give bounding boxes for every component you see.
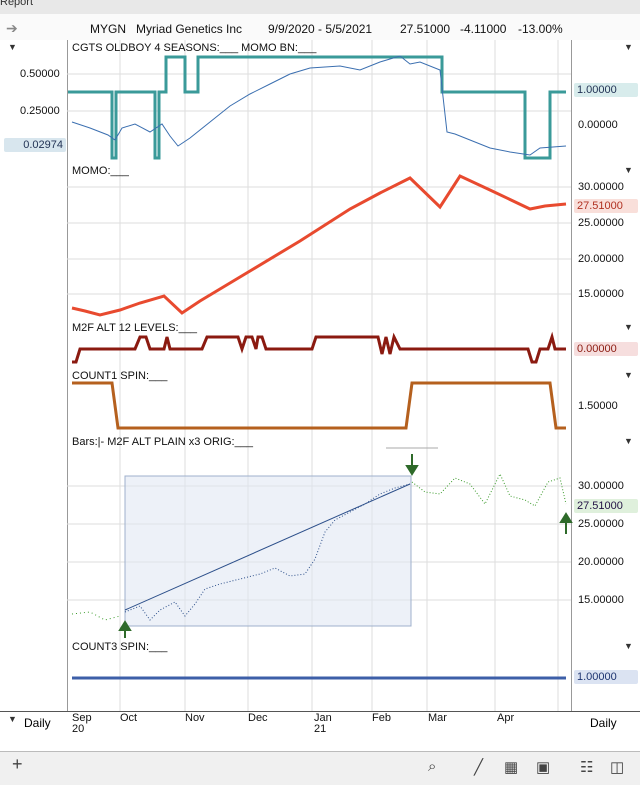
- book-icon[interactable]: ☷: [580, 759, 594, 776]
- panel-momo[interactable]: ▼ MOMO:___ 30.00000 27.51000 25.00000 20…: [0, 163, 640, 321]
- time-axis: ▼ Daily Daily Sep Oct Nov Dec Jan Feb Ma…: [0, 711, 640, 752]
- collapse-icon[interactable]: ▼: [624, 641, 633, 651]
- month-label: Mar: [428, 712, 447, 724]
- scale-tick: 0.25000: [20, 105, 60, 117]
- percent-change: -13.00%: [518, 22, 563, 36]
- add-button[interactable]: +: [12, 754, 23, 774]
- panel-label: Bars:|- M2F ALT PLAIN x3 ORIG:___: [72, 436, 253, 448]
- month-label: Feb: [372, 712, 391, 724]
- scale-tick: 20.00000: [578, 556, 624, 568]
- last-price: 27.51000: [400, 22, 451, 36]
- left-scale: [0, 320, 68, 368]
- panel-icon[interactable]: ▣: [536, 759, 551, 776]
- panel-count3[interactable]: ▼ COUNT3 SPIN:___ 1.00000: [0, 639, 640, 712]
- right-scale: [571, 40, 640, 163]
- collapse-icon[interactable]: ▼: [624, 42, 633, 52]
- price-bars-plot: [67, 434, 573, 639]
- month-label: Jan: [314, 712, 332, 724]
- search-icon[interactable]: ⌕: [428, 758, 437, 775]
- left-scale: [0, 163, 68, 320]
- scale-tick: 30.00000: [578, 181, 624, 193]
- collapse-icon[interactable]: ▼: [8, 714, 17, 724]
- month-label: Oct: [120, 712, 138, 724]
- panel-label: CGTS OLDBOY 4 SEASONS:___ MOMO BN:___: [72, 42, 317, 54]
- panel-oldboy[interactable]: ▼ ▼ CGTS OLDBOY 4 SEASONS:___ MOMO BN:__…: [0, 40, 640, 164]
- line-chart-icon[interactable]: ╱: [474, 759, 484, 776]
- left-interval[interactable]: Daily: [24, 716, 51, 730]
- right-interval[interactable]: Daily: [590, 716, 617, 730]
- layout-icon[interactable]: ◫: [610, 759, 625, 776]
- right-scale: [571, 368, 640, 434]
- scale-tick: 15.00000: [578, 288, 624, 300]
- month-label: Dec: [248, 712, 268, 724]
- panel-count1[interactable]: ▼ COUNT1 SPIN:___ 1.50000: [0, 368, 640, 435]
- left-scale: [0, 368, 68, 434]
- value-badge: 1.00000: [574, 670, 638, 684]
- scale-tick: 20.00000: [578, 253, 624, 265]
- panel-label: MOMO:___: [72, 165, 129, 177]
- count3-plot: [72, 639, 566, 711]
- window-title: Report: [0, 0, 34, 8]
- m2f-levels-plot: [72, 320, 566, 368]
- month-label: Apr: [497, 712, 515, 724]
- price-change: -4.11000: [460, 22, 507, 36]
- scale-tick: 25.00000: [578, 217, 624, 229]
- collapse-icon[interactable]: ▼: [624, 322, 633, 332]
- bottom-toolbar: + ⌕ ╱ ▦ ▣ ☷ ◫: [0, 751, 640, 785]
- value-badge: 1.00000: [574, 83, 638, 97]
- year-label: 20: [72, 723, 85, 735]
- arrow-right-icon[interactable]: ➔: [6, 20, 18, 36]
- collapse-icon[interactable]: ▼: [8, 42, 17, 52]
- symbol: MYGN: [90, 22, 126, 36]
- scale-tick: 0.00000: [578, 119, 618, 131]
- month-label: Nov: [185, 712, 205, 724]
- panel-label: COUNT3 SPIN:___: [72, 641, 168, 653]
- scale-tick: 30.00000: [578, 480, 624, 492]
- value-badge: 27.51000: [574, 199, 638, 213]
- year-label: 21: [314, 723, 327, 735]
- scale-tick: 15.00000: [578, 594, 624, 606]
- panel-bars[interactable]: ▼ Bars:|- M2F ALT PLAIN x3 ORIG:___ 30.0…: [0, 434, 640, 640]
- collapse-icon[interactable]: ▼: [624, 370, 633, 380]
- count1-plot: [72, 368, 566, 434]
- collapse-icon[interactable]: ▼: [624, 436, 633, 446]
- scale-tick: 1.50000: [578, 400, 618, 412]
- collapse-icon[interactable]: ▼: [624, 165, 633, 175]
- oldboy-plot: [67, 40, 571, 163]
- panel-m2f-levels[interactable]: ▼ M2F ALT 12 LEVELS:___ 0.00000: [0, 320, 640, 369]
- momo-plot: [67, 163, 571, 320]
- value-badge: 0.02974: [4, 138, 66, 152]
- value-badge: 27.51000: [574, 499, 638, 513]
- right-scale: [571, 163, 640, 320]
- right-scale: [571, 434, 640, 639]
- scale-tick: 25.00000: [578, 518, 624, 530]
- grid-icon[interactable]: ▦: [504, 759, 519, 776]
- month-label: Sep: [72, 712, 92, 724]
- left-scale: [0, 639, 68, 711]
- panel-label: M2F ALT 12 LEVELS:___: [72, 322, 197, 334]
- panel-label: COUNT1 SPIN:___: [72, 370, 168, 382]
- left-scale: [0, 434, 68, 639]
- company-name: Myriad Genetics Inc: [136, 22, 243, 36]
- value-badge: 0.00000: [574, 342, 638, 356]
- date-range: 9/9/2020 - 5/5/2021: [268, 22, 373, 36]
- scale-tick: 0.50000: [20, 68, 60, 80]
